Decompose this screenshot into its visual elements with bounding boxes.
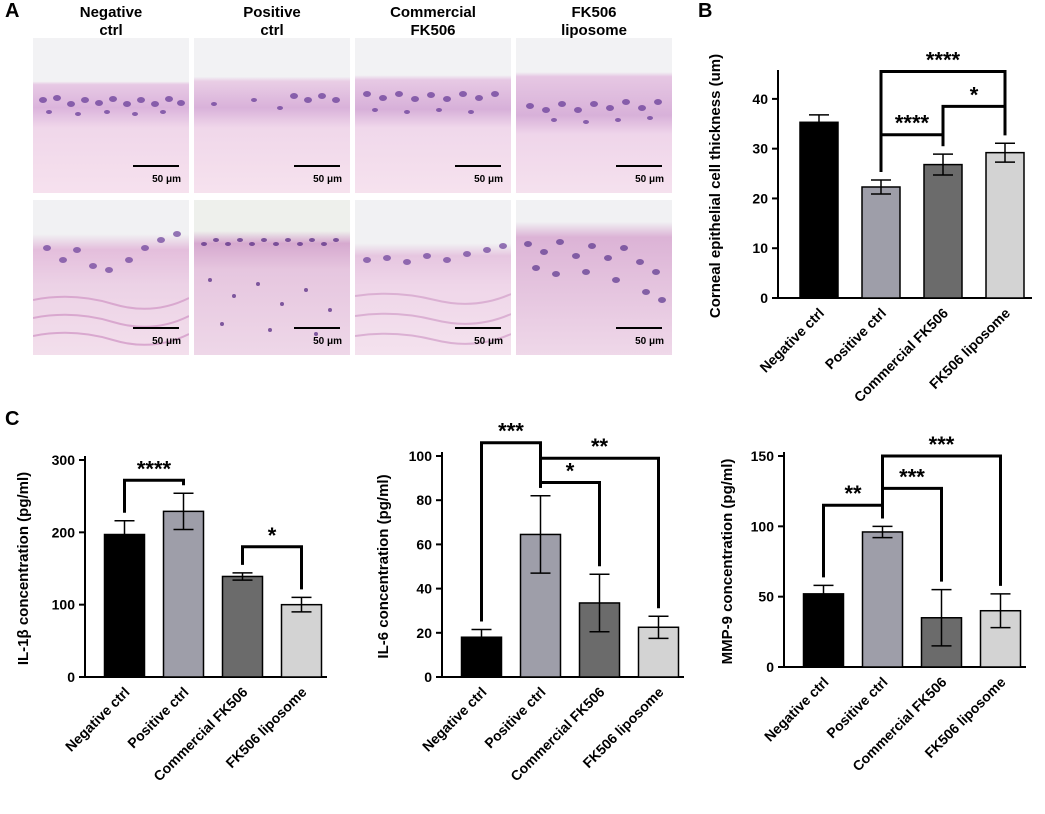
significance-bracket [881, 454, 1002, 586]
significance-bracket [123, 478, 185, 513]
y-tick-label: 0 [766, 659, 774, 675]
bar-chart-il1b: 0 100 200 300 IL-1β concentration (pg/ml) Neg… [15, 452, 327, 784]
significance-bracket [941, 104, 1007, 147]
y-tick-label: 10 [752, 240, 768, 256]
bar [460, 636, 503, 678]
significance-label: **** [137, 456, 172, 481]
y-tick-label: 300 [52, 452, 76, 468]
y-tick-label: 50 [758, 589, 774, 605]
significance-label: * [970, 82, 979, 107]
bar [923, 163, 963, 299]
significance-bracket [539, 456, 660, 609]
y-tick-label: 100 [52, 597, 76, 613]
y-tick-label: 0 [760, 290, 768, 306]
y-tick-label: 150 [751, 448, 775, 464]
scale-bar [133, 327, 179, 329]
scale-bar [455, 327, 501, 329]
significance-label: * [268, 523, 277, 548]
micrograph-positive-top: 50 μm [194, 38, 350, 193]
panel-label-c: C [5, 408, 20, 430]
column-title-line2: ctrl [99, 22, 123, 39]
x-tick-label: Negative ctrl [756, 305, 827, 376]
micrograph-positive-bottom: 50 μm [194, 200, 350, 355]
micrograph-commercial-top: 50 μm [355, 38, 511, 193]
scale-bar-label: 50 μm [635, 174, 664, 185]
significance-label: *** [929, 432, 955, 457]
significance-label: **** [895, 111, 930, 136]
significance-label: *** [899, 464, 925, 489]
scale-bar [616, 165, 662, 167]
scale-bar [294, 327, 340, 329]
y-tick-label: 100 [751, 518, 775, 534]
column-title-line2: ctrl [260, 22, 284, 39]
micrograph-negative-top: 50 μm [33, 38, 189, 193]
column-title-line1: Positive [243, 4, 301, 21]
bar [861, 531, 904, 668]
bar [985, 151, 1025, 299]
column-title-line1: FK506 [571, 4, 617, 21]
y-axis-label: MMP-9 concentration (pg/ml) [719, 459, 736, 665]
scale-bar [294, 165, 340, 167]
scale-bar-label: 50 μm [635, 336, 664, 347]
micrograph-liposome-top: 50 μm [516, 38, 672, 193]
bar-chart-mmp9: 0 50 100 150 MMP-9 concentration (pg/ml) Nega… [719, 432, 1026, 774]
panel-label-b: B [698, 0, 713, 22]
bar [221, 575, 264, 678]
bar [103, 533, 146, 678]
y-tick-label: 20 [752, 190, 768, 206]
y-tick-label: 20 [416, 625, 432, 641]
y-tick-label: 30 [752, 141, 768, 157]
scale-bar-label: 50 μm [152, 174, 181, 185]
significance-bracket [241, 545, 303, 590]
y-tick-label: 100 [409, 448, 433, 464]
bar [280, 603, 323, 678]
x-tick-label: Negative ctrl [62, 684, 133, 755]
y-tick-label: 0 [67, 669, 75, 685]
y-tick-label: 40 [416, 581, 432, 597]
bar [799, 121, 839, 299]
significance-label: *** [498, 419, 524, 444]
y-axis-label: Corneal epithelial cell thickness (um) [707, 54, 724, 318]
y-tick-label: 80 [416, 492, 432, 508]
scale-bar-label: 50 μm [313, 174, 342, 185]
bar-chart-il6: 0 20 40 60 80 100 IL-6 concentration (pg/ml) Ne… [375, 419, 684, 784]
scale-bar-label: 50 μm [474, 174, 503, 185]
column-title-line1: Negative [79, 4, 143, 21]
scale-bar-label: 50 μm [474, 336, 503, 347]
scale-bar [455, 165, 501, 167]
scale-bar [133, 165, 179, 167]
micrograph-liposome-bottom: 50 μm [516, 200, 672, 355]
significance-label: ** [844, 481, 862, 506]
y-tick-label: 40 [752, 91, 768, 107]
scale-bar-label: 50 μm [313, 336, 342, 347]
micrograph-negative-bottom: 50 μm [33, 200, 189, 355]
y-axis-label: IL-1β concentration (pg/ml) [15, 472, 32, 665]
significance-label: **** [926, 48, 961, 73]
x-tick-label: Positive ctrl [822, 305, 889, 372]
bar [802, 593, 845, 668]
y-tick-label: 200 [52, 524, 76, 540]
column-title-line2: FK506 [410, 22, 456, 39]
bar-chart-corneal-thickness: 0 10 20 30 40 Corneal epithelial cell thickne… [707, 48, 1032, 405]
y-tick-label: 60 [416, 536, 432, 552]
y-tick-label: 0 [424, 669, 432, 685]
column-title-negative: Negative ctrl [31, 4, 191, 40]
y-axis-label: IL-6 concentration (pg/ml) [375, 474, 392, 658]
significance-label: * [566, 459, 575, 484]
column-title-line1: Commercial [390, 4, 476, 21]
micrograph-commercial-bottom: 50 μm [355, 200, 511, 355]
x-tick-label: Negative ctrl [761, 674, 832, 745]
bar [162, 510, 205, 678]
bar [861, 186, 901, 299]
scale-bar-label: 50 μm [152, 336, 181, 347]
panel-label-a: A [5, 0, 20, 22]
x-tick-label: Negative ctrl [419, 684, 490, 755]
column-title-liposome: FK506 liposome [514, 4, 674, 40]
column-title-positive: Positive ctrl [192, 4, 352, 40]
significance-label: ** [591, 434, 609, 459]
column-title-line2: liposome [561, 22, 627, 39]
column-title-commercial: Commercial FK506 [353, 4, 513, 40]
significance-bracket [879, 70, 1007, 173]
scale-bar [616, 327, 662, 329]
